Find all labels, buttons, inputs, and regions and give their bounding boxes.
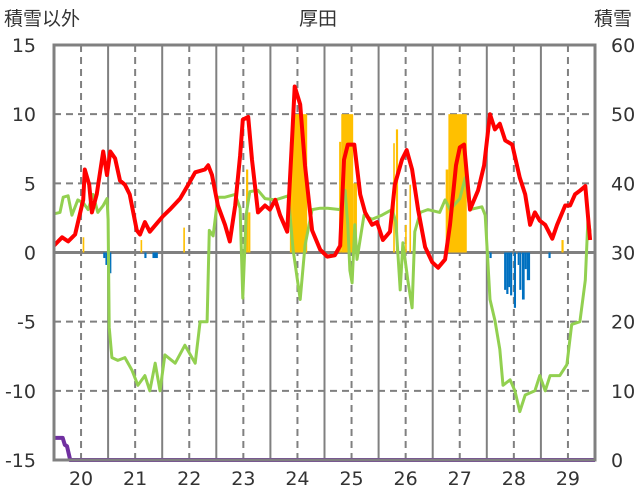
x-tick-label: 21: [123, 468, 147, 490]
orange-bar: [341, 114, 354, 253]
right-y-tick-label: 0: [611, 450, 623, 472]
chart-title: 厚田: [299, 8, 337, 30]
x-tick-label: 23: [231, 468, 255, 490]
blue-bar: [548, 252, 551, 259]
blue-bar: [489, 252, 492, 259]
blue-bar: [144, 252, 147, 259]
left-y-tick-label: -10: [5, 381, 36, 403]
orange-bar: [248, 212, 251, 253]
orange-bar: [445, 169, 449, 253]
plot-frame: [52, 43, 597, 462]
right-y-tick-label: 20: [611, 312, 635, 334]
x-tick-label: 20: [69, 468, 93, 490]
blue-bar: [508, 252, 511, 288]
left-y-tick-label: 15: [12, 35, 36, 57]
x-tick-label: 24: [285, 468, 309, 490]
orange-bar: [353, 183, 357, 253]
left-y-tick-label: 0: [24, 243, 36, 265]
orange-bar: [405, 224, 407, 253]
blue-bar: [517, 252, 520, 265]
left-y-tick-label: 5: [24, 173, 36, 195]
left-y-tick-label: -15: [5, 450, 36, 472]
right-axis-title: 積雪: [594, 8, 632, 30]
right-y-tick-label: 40: [611, 173, 635, 195]
blue-bar: [504, 252, 507, 290]
x-tick-label: 28: [502, 468, 526, 490]
left-y-tick-label: 10: [12, 104, 36, 126]
x-tick-label: 29: [556, 468, 580, 490]
blue-bar: [510, 252, 513, 296]
orange-bar: [561, 240, 564, 253]
blue-bar: [519, 252, 522, 290]
right-y-tick-label: 10: [611, 381, 635, 403]
right-y-tick-label: 60: [611, 35, 635, 57]
blue-bar: [103, 252, 106, 259]
blue-bar: [513, 252, 517, 308]
left-axis-title: 積雪以外: [4, 8, 80, 30]
red-series-line: [52, 84, 593, 270]
blue-bar: [105, 252, 108, 265]
right-y-tick-label: 50: [611, 104, 635, 126]
blue-bar: [524, 252, 527, 270]
blue-bar: [506, 252, 509, 294]
orange-bar: [140, 240, 143, 253]
orange-bar: [409, 184, 412, 253]
blue-bar: [109, 252, 112, 274]
orange-bar: [339, 141, 342, 253]
blue-bar: [521, 252, 525, 300]
x-tick-label: 26: [394, 468, 418, 490]
green-series-line: [53, 176, 592, 414]
x-tick-label: 22: [177, 468, 201, 490]
x-tick-label: 25: [339, 468, 363, 490]
x-tick-label: 27: [448, 468, 472, 490]
orange-bar: [82, 237, 85, 253]
left-y-tick-label: -5: [17, 312, 36, 334]
orange-bar: [448, 114, 467, 253]
blue-bar: [526, 252, 531, 281]
orange-bar: [292, 114, 308, 253]
orange-bar: [395, 129, 399, 253]
right-y-tick-label: 30: [611, 243, 635, 265]
blue-bar: [152, 252, 158, 259]
orange-bar: [183, 227, 185, 253]
